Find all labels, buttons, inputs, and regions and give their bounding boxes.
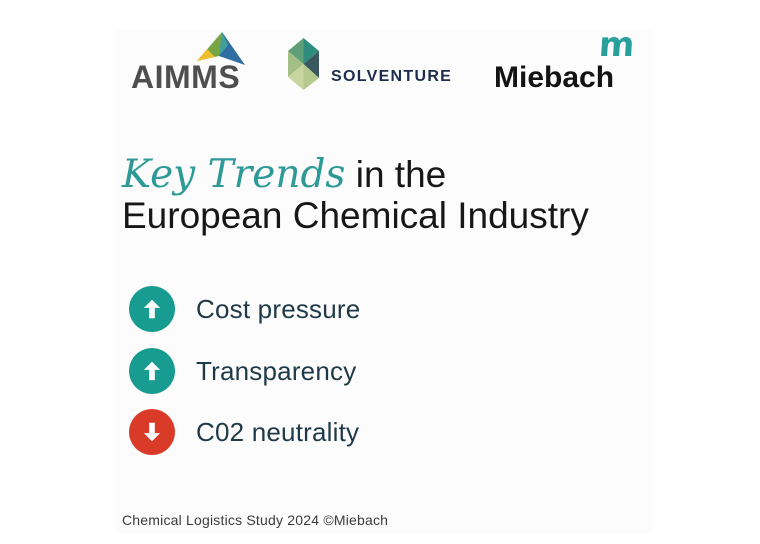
trend-row-cost-pressure: Cost pressure [129,286,360,332]
title-highlight: Key Trends [122,152,346,197]
miebach-m-icon: m [597,25,636,65]
up-arrow-icon [129,286,175,332]
trend-label: Cost pressure [196,294,361,324]
title-rest-line1: in the [345,154,447,195]
miebach-wordmark: Miebach [494,61,615,94]
trend-label: Transparency [196,356,357,386]
trend-row-transparency: Transparency [129,348,356,394]
trend-row-co2-neutrality: C02 neutrality [129,409,359,455]
solventure-s-icon [288,38,319,90]
trend-label: C02 neutrality [196,417,360,447]
title-line2: European Chemical Industry [122,195,589,236]
aimms-triangle-icon [197,32,245,65]
down-arrow-icon [129,409,175,455]
page-title: Key Trends in the European Chemical Indu… [122,154,589,236]
aimms-wordmark: AIMMS [131,59,241,95]
footer-credit: Chemical Logistics Study 2024 ©Miebach [122,512,389,528]
slide-card: AIMMS SOLVENTURE m Miebach Key Trends in… [115,25,653,534]
solventure-wordmark: SOLVENTURE [331,68,453,85]
up-arrow-icon [129,348,175,394]
